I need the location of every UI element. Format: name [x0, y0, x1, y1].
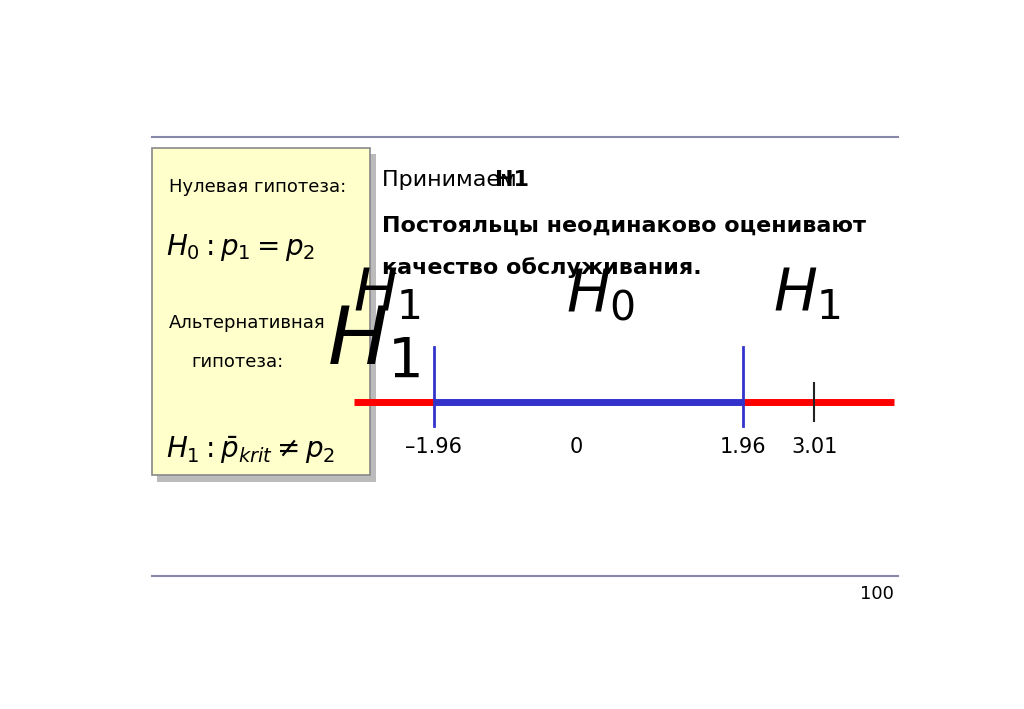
Text: H1: H1	[496, 169, 529, 190]
Text: $H_1 : \bar{p}_{krit}\neq p_2$: $H_1 : \bar{p}_{krit}\neq p_2$	[166, 435, 335, 466]
Text: Альтернативная: Альтернативная	[169, 314, 326, 333]
Text: $H_0$: $H_0$	[565, 266, 635, 323]
Text: Постояльцы неодинаково оценивают: Постояльцы неодинаково оценивают	[382, 216, 866, 236]
FancyBboxPatch shape	[152, 148, 370, 476]
Text: $H_1$: $H_1$	[353, 266, 422, 323]
Text: $H_1$: $H_1$	[772, 266, 841, 323]
Text: –1.96: –1.96	[406, 437, 462, 457]
Text: 0: 0	[569, 437, 583, 457]
Text: $H_0 : p_1 = p_2$: $H_0 : p_1 = p_2$	[166, 233, 315, 264]
Text: 100: 100	[860, 585, 894, 603]
Text: 3.01: 3.01	[792, 437, 838, 457]
Text: Нулевая гипотеза:: Нулевая гипотеза:	[169, 178, 346, 196]
Text: качество обслуживания.: качество обслуживания.	[382, 257, 701, 278]
FancyBboxPatch shape	[158, 155, 376, 482]
Text: Принимаем: Принимаем	[382, 169, 538, 190]
Text: $H_1$: $H_1$	[328, 303, 421, 381]
Text: 1.96: 1.96	[720, 437, 766, 457]
Text: гипотеза:: гипотеза:	[191, 352, 284, 371]
